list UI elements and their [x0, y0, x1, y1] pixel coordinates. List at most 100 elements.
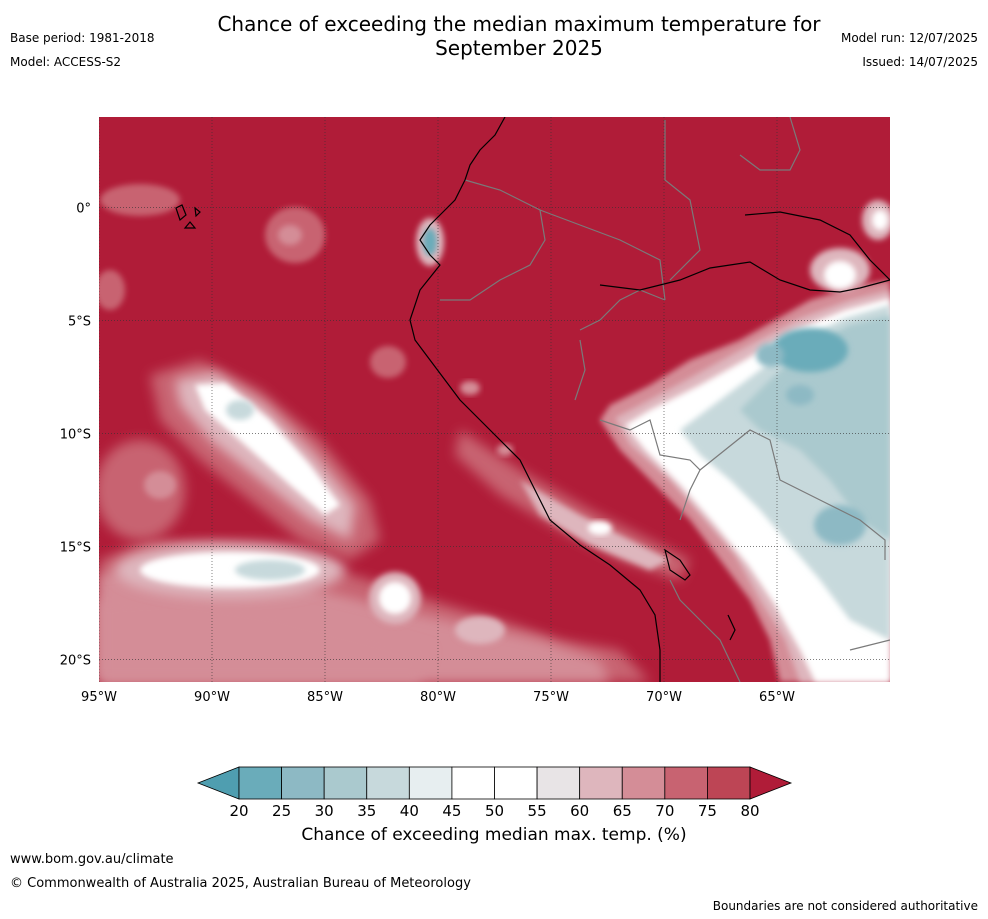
colorbar: 20 25 30 35 40 45 50 55 60 65 70 75 80 [196, 766, 793, 820]
lon-tick-label: 75°W [533, 690, 569, 705]
gridlines [99, 117, 890, 682]
colorbar-tick-label: 25 [272, 802, 291, 820]
peru-patch-b [497, 444, 513, 456]
sw-pink-spot [455, 616, 505, 644]
footer-copyright: © Commonwealth of Australia 2025, Austra… [10, 876, 471, 891]
contour-30-c [814, 505, 866, 545]
coast-white-spot [588, 521, 612, 535]
colorbar-swatch [579, 766, 623, 800]
colorbar-swatch [621, 766, 666, 800]
lat-tick-label: 20°S [60, 653, 91, 668]
meta-right: Model run: 12/07/2025 Issued: 14/07/2025 [841, 31, 978, 79]
colorbar-swatch [707, 766, 751, 800]
galapagos-islands [175, 204, 201, 229]
contour-30-a [756, 343, 784, 367]
lat-tick-label: 0° [76, 201, 91, 216]
colorbar-tick-label: 45 [442, 802, 461, 820]
colorbar-tick-label: 35 [357, 802, 376, 820]
colorbar-tick-label: 60 [570, 802, 589, 820]
colorbar-swatch [366, 766, 410, 800]
lon-tick-label: 90°W [194, 690, 230, 705]
colorbar-tick-label: 70 [655, 802, 674, 820]
border-ecuador-colombia [440, 179, 546, 301]
lake-poopo [727, 614, 736, 641]
issued-date: Issued: 14/07/2025 [862, 55, 978, 69]
colorbar-swatch [281, 766, 325, 800]
base-period: Base period: 1981-2018 [10, 31, 155, 45]
ocean-patch-c [99, 270, 125, 310]
title-line-1: Chance of exceeding the median maximum t… [217, 12, 821, 36]
lon-tick-label: 65°W [759, 690, 795, 705]
colorbar-tick-label: 40 [400, 802, 419, 820]
colorbar-extend-high [749, 766, 793, 800]
sw-contour-70-b [99, 595, 430, 682]
lat-tick-label: 5°S [68, 314, 91, 329]
contour-30-b [786, 385, 814, 405]
colorbar-tick-label: 80 [740, 802, 759, 820]
peru-patch-a [460, 381, 480, 395]
colorbar-swatch [664, 766, 708, 800]
contour-35 [740, 315, 890, 540]
lon-tick-label: 95°W [81, 690, 117, 705]
footer-disclaimer: Boundaries are not considered authoritat… [712, 899, 978, 913]
galapagos-patch [100, 184, 180, 216]
forecast-field-diagonal [150, 360, 690, 580]
lon-tick-label: 70°W [646, 690, 682, 705]
coastline-atlantic-north [744, 211, 890, 281]
ocean-patch-b [370, 346, 406, 378]
diag-blue-spot [226, 400, 254, 420]
legend-label: Chance of exceeding median max. temp. (%… [301, 825, 687, 845]
lon-tick-label: 80°W [420, 690, 456, 705]
sw-patch-left [99, 440, 185, 540]
colorbar-swatch [323, 766, 368, 800]
coastlines [175, 117, 890, 682]
colorbar-swatch [494, 766, 538, 800]
meta-left: Base period: 1981-2018 Model: ACCESS-S2 [10, 31, 155, 79]
border-peru-brazil-north [579, 289, 666, 331]
title-line-2: September 2025 [435, 36, 603, 60]
footer-url[interactable]: www.bom.gov.au/climate [10, 852, 174, 867]
lat-tick-label: 15°S [60, 540, 91, 555]
sw-blue-spot [235, 560, 305, 580]
sw-patch-left-inner [144, 471, 176, 499]
border-paraguay [849, 639, 890, 651]
colorbar-swatch [451, 766, 495, 800]
colorbar-swatch [536, 766, 581, 800]
map-panel [99, 117, 890, 682]
lat-tick-label: 10°S [60, 427, 91, 442]
border-guiana [739, 117, 801, 171]
colorbar-swatch [238, 766, 282, 800]
colorbar-tick-label: 75 [698, 802, 717, 820]
colorbar-tick-label: 55 [528, 802, 547, 820]
border-peru-brazil [574, 339, 586, 401]
amazon-mouth-white [824, 261, 856, 289]
lake-titicaca [664, 548, 691, 581]
border-bolivia-chile [669, 579, 741, 682]
model-run: Model run: 12/07/2025 [840, 31, 978, 45]
border-colombia-peru [539, 209, 666, 301]
colorbar-tick-label: 20 [229, 802, 248, 820]
border-colombia-venezuela [664, 120, 701, 281]
colorbar-tick-label: 30 [315, 802, 334, 820]
border-bolivia-brazil [699, 429, 886, 560]
colorbar-extend-low [196, 766, 240, 800]
colorbar-tick-label: 50 [485, 802, 504, 820]
latitude-labels: 0° 5°S 10°S 15°S 20°S [60, 201, 91, 668]
coastline-pacific [409, 117, 661, 682]
colorbar-swatch [408, 766, 453, 800]
contour-25 [772, 328, 848, 372]
model-name: Model: ACCESS-S2 [10, 55, 122, 69]
page-title: Chance of exceeding the median maximum t… [150, 12, 888, 60]
border-peru-bolivia [599, 419, 701, 521]
longitude-labels: 95°W 90°W 85°W 80°W 75°W 70°W 65°W [81, 690, 795, 705]
forecast-field-southwest [99, 440, 650, 682]
colorbar-tick-label: 65 [613, 802, 632, 820]
country-borders [440, 117, 890, 682]
forecast-field-east [600, 200, 890, 682]
lon-tick-label: 85°W [307, 690, 343, 705]
north-ocean-inner [278, 225, 302, 245]
amazon-river [599, 261, 890, 293]
forecast-field-small [99, 184, 513, 456]
sw-circle-white [379, 582, 411, 614]
